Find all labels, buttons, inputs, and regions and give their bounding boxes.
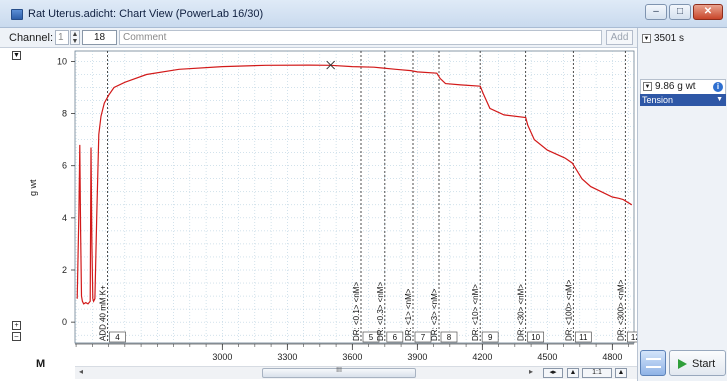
reading-value: 9.86 g wt	[655, 81, 696, 92]
maximize-icon: □	[676, 6, 684, 17]
y-tick-label: 0	[62, 317, 67, 327]
play-icon	[678, 359, 687, 369]
channel-name-select[interactable]: Tension ▼	[640, 94, 726, 106]
channel-label: Channel:	[9, 32, 54, 44]
maximize-button[interactable]: □	[669, 4, 691, 20]
event-comment: DR: <0.1> <nM>	[352, 282, 361, 341]
minimize-button[interactable]: –	[645, 4, 667, 20]
event-number: 9	[488, 333, 493, 342]
chart-app-icon	[11, 9, 23, 20]
duration-dropdown-icon[interactable]: ▼	[642, 33, 651, 43]
event-number-box	[527, 331, 545, 343]
cursor-x-stroke-b	[326, 60, 336, 70]
page-number-field[interactable]: 18	[82, 30, 117, 45]
info-icon[interactable]: i	[713, 82, 723, 92]
event-number-box	[440, 331, 458, 343]
event-number-box	[109, 331, 126, 343]
cursor-marker	[326, 60, 336, 70]
grid-lines	[74, 50, 635, 344]
sampling-settings-icon[interactable]	[640, 350, 666, 376]
y-axis-ticks: 0 2 4 6 8 10	[57, 56, 75, 327]
right-panel: ▼ 3501 s ▼ 9.86 g wt i Tension ▼ Start	[637, 28, 727, 381]
x-tick-label: 3000	[212, 352, 232, 362]
window-title: Rat Uterus.adicht: Chart View (PowerLab …	[28, 8, 264, 20]
event-number: 6	[393, 333, 398, 342]
event-number: 12	[631, 333, 637, 342]
x-axis-ticks: 3000 3300 3600 3900 4200 4500 4800	[75, 343, 634, 362]
event-number: 5	[369, 333, 374, 342]
recording-controls: Start	[640, 350, 726, 376]
event-number-box	[626, 331, 637, 343]
event-number-box	[386, 331, 404, 343]
zoom-ratio[interactable]: 1:1	[582, 368, 612, 378]
scale-down-button[interactable]: –	[12, 332, 21, 341]
event-number: 7	[421, 333, 426, 342]
zoom-out-button[interactable]: ▲	[567, 368, 579, 378]
time-scrollbar[interactable]: ◂ III ▸ ◂▸ ▲ 1:1 ▲	[75, 366, 637, 379]
comment-toolbar: Channel: 1 ▲ ▼ 18 Comment Add	[0, 28, 637, 48]
scroll-right-icon[interactable]: ▸	[529, 367, 534, 376]
value-readout: ▼ 9.86 g wt i	[640, 79, 726, 95]
readout-dropdown-icon[interactable]: ▼	[643, 81, 652, 91]
event-number-box	[574, 331, 592, 343]
chart-plot: ADD 40 mM K+ 4 DR: <0.1> <nM> 5 DR: <0.3> <n…	[57, 50, 637, 362]
event-comment: ADD 40 mM K+	[99, 285, 108, 341]
comment-input[interactable]: Comment	[119, 30, 602, 45]
event-number: 4	[115, 333, 120, 342]
zoom-select-button[interactable]: ◂▸	[543, 368, 563, 378]
plot-frame	[74, 50, 635, 344]
y-tick-label: 8	[62, 109, 67, 119]
y-tick-label: 10	[57, 56, 67, 66]
x-tick-label: 3900	[407, 352, 427, 362]
minimize-icon: –	[653, 6, 659, 17]
marker-icon[interactable]: M	[36, 358, 46, 370]
start-label: Start	[692, 358, 716, 370]
event-comment: DR: <300> <nM>	[616, 279, 625, 341]
y-tick-label: 6	[62, 161, 67, 171]
close-icon: ✕	[703, 6, 713, 17]
window-controls: – □ ✕	[645, 4, 723, 20]
x-tick-label: 4200	[472, 352, 492, 362]
scroll-grip: III	[336, 367, 342, 374]
scale-up-button[interactable]: +	[12, 321, 21, 330]
event-comment: DR: <30> <nM>	[517, 284, 526, 341]
event-comment: DR: <0.3> <nM>	[376, 282, 385, 341]
channel-name: Tension	[642, 95, 674, 105]
scroll-thumb[interactable]: III	[262, 367, 416, 378]
channel-stepper[interactable]: ▲ ▼	[70, 30, 80, 45]
tension-trace	[76, 64, 633, 305]
chevron-down-icon: ▼	[716, 96, 723, 103]
channel-menu-button[interactable]: ▼	[12, 51, 21, 60]
event-number: 10	[531, 333, 540, 342]
event-comment: DR: <1> <nM>	[404, 288, 413, 341]
x-tick-label: 3300	[277, 352, 297, 362]
title-bar: Rat Uterus.adicht: Chart View (PowerLab …	[0, 0, 727, 28]
close-button[interactable]: ✕	[693, 4, 723, 20]
event-number-box	[362, 331, 380, 343]
x-tick-label: 3600	[342, 352, 362, 362]
y-tick-label: 2	[62, 265, 67, 275]
event-markers: ADD 40 mM K+ 4 DR: <0.1> <nM> 5 DR: <0.3> <n…	[99, 51, 637, 343]
event-number-box	[481, 331, 499, 343]
event-number: 8	[447, 333, 452, 342]
axis-strip: ▼ + –	[0, 48, 75, 360]
scroll-left-icon[interactable]: ◂	[79, 367, 84, 376]
y-tick-label: 4	[62, 213, 67, 223]
event-comment: DR: <10> <nM>	[471, 284, 480, 341]
start-button[interactable]: Start	[669, 350, 726, 376]
x-tick-label: 4500	[537, 352, 557, 362]
duration-value: 3501 s	[654, 33, 685, 44]
x-tick-label: 4800	[602, 352, 622, 362]
add-comment-button[interactable]: Add	[606, 30, 633, 45]
event-number: 11	[579, 333, 588, 342]
zoom-in-button[interactable]: ▲	[615, 368, 627, 378]
event-number-box	[414, 331, 432, 343]
event-comment: DR: <100> <nM>	[564, 279, 573, 341]
event-comment: DR: <3> <nM>	[430, 288, 439, 341]
duration-readout: ▼ 3501 s	[642, 33, 684, 44]
channel-field[interactable]: 1	[55, 30, 69, 45]
